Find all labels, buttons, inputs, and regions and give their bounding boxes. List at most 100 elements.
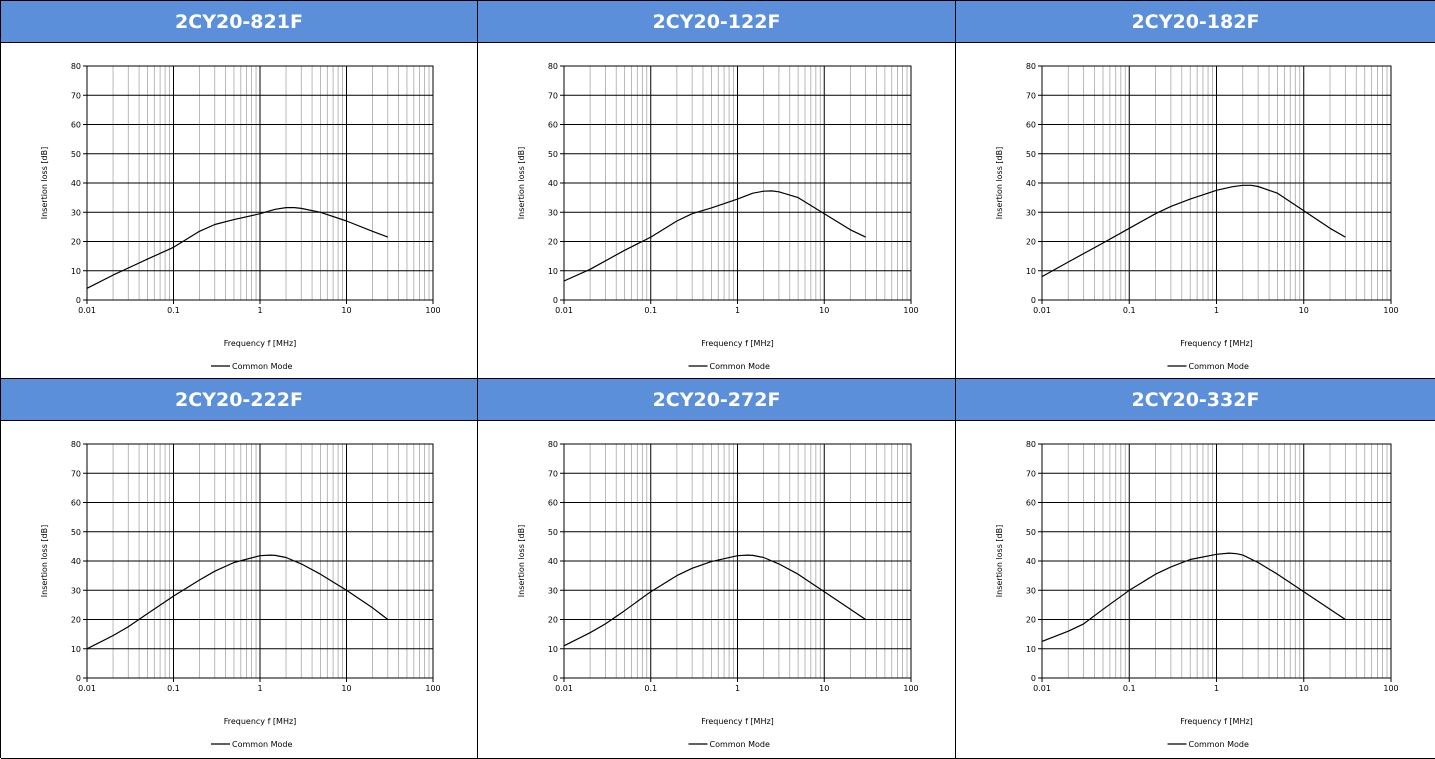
legend: Common Mode (688, 362, 770, 371)
x-tick-label: 0.1 (1123, 684, 1136, 693)
y-tick-label: 30 (548, 586, 558, 595)
chart-title: 2CY20-122F (478, 1, 955, 43)
y-tick-label: 80 (548, 440, 558, 449)
chart-svg: 0 10 20 30 40 50 60 70 80 0.01 0.1 1 10 100 Frequency … (995, 440, 1399, 749)
x-tick-label: 1 (257, 684, 262, 693)
y-tick-label: 50 (71, 528, 81, 537)
chart-title: 2CY20-182F (956, 1, 1435, 43)
x-axis-label: Frequency f [MHz] (701, 717, 774, 726)
y-tick-label: 30 (71, 208, 81, 217)
chart-title: 2CY20-222F (1, 379, 477, 421)
legend: Common Mode (688, 740, 770, 749)
x-tick-label: 0.1 (1123, 306, 1136, 315)
x-tick-label: 1 (735, 306, 740, 315)
chart-svg: 0 10 20 30 40 50 60 70 80 0.01 0.1 1 10 100 Frequency … (40, 62, 441, 371)
x-tick-label: 0.1 (167, 306, 180, 315)
y-tick-label: 80 (1026, 440, 1036, 449)
y-tick-label: 80 (548, 62, 558, 71)
y-tick-label: 50 (548, 528, 558, 537)
x-tick-label: 10 (819, 684, 829, 693)
y-tick-label: 10 (548, 267, 558, 276)
series-line (86, 554, 389, 650)
y-tick-label: 30 (71, 586, 81, 595)
x-tick-label: 100 (903, 306, 918, 315)
x-axis-label: Frequency f [MHz] (224, 339, 297, 348)
y-tick-label: 60 (1026, 121, 1036, 130)
y-tick-label: 80 (71, 62, 81, 71)
y-tick-label: 10 (71, 267, 81, 276)
chart-title: 2CY20-272F (478, 379, 955, 421)
y-tick-label: 50 (1026, 150, 1036, 159)
y-tick-label: 20 (1026, 616, 1036, 625)
x-tick-label: 100 (425, 306, 440, 315)
chart-svg: 0 10 20 30 40 50 60 70 80 0.01 0.1 1 10 100 Frequency … (517, 62, 919, 371)
y-axis-label: Insertion loss [dB] (995, 147, 1004, 219)
series-line (563, 190, 866, 282)
y-tick-label: 0 (1031, 296, 1036, 305)
x-tick-label: 1 (1214, 684, 1219, 693)
x-axis-label: Frequency f [MHz] (1180, 339, 1253, 348)
chart-panel: 2CY20-821F 0 10 20 30 40 50 60 70 80 0.01 0.1 1 10 10… (1, 1, 478, 379)
y-tick-label: 80 (1026, 62, 1036, 71)
y-tick-label: 20 (1026, 238, 1036, 247)
y-tick-label: 60 (71, 121, 81, 130)
x-tick-label: 0.1 (644, 306, 657, 315)
x-tick-label: 10 (1299, 306, 1309, 315)
x-tick-label: 100 (1383, 684, 1398, 693)
legend-label: Common Mode (1189, 362, 1249, 371)
y-tick-label: 40 (548, 557, 558, 566)
chart-title: 2CY20-821F (1, 1, 477, 43)
y-tick-label: 10 (548, 645, 558, 654)
series-line (1041, 552, 1346, 642)
chart-panel: 2CY20-272F 0 10 20 30 40 50 60 70 80 0.01 0.1 1 10 10… (478, 379, 956, 759)
legend: Common Mode (211, 740, 292, 749)
x-tick-label: 0.1 (167, 684, 180, 693)
y-tick-label: 10 (1026, 645, 1036, 654)
series-line (86, 207, 389, 289)
chart-panel: 2CY20-332F 0 10 20 30 40 50 60 70 80 0.01 0.1 1 10 10… (956, 379, 1435, 759)
x-tick-label: 1 (735, 684, 740, 693)
major-gridlines (563, 443, 912, 679)
x-tick-label: 100 (425, 684, 440, 693)
x-tick-label: 1 (1214, 306, 1219, 315)
y-tick-label: 50 (71, 150, 81, 159)
y-tick-label: 70 (548, 469, 558, 478)
x-tick-label: 10 (819, 306, 829, 315)
x-tick-label: 10 (341, 306, 351, 315)
y-tick-label: 40 (71, 179, 81, 188)
y-tick-label: 0 (1031, 674, 1036, 683)
y-tick-label: 30 (1026, 586, 1036, 595)
x-tick-label: 0.01 (555, 684, 573, 693)
y-tick-label: 0 (76, 674, 81, 683)
series-line (563, 554, 866, 647)
y-tick-label: 70 (1026, 91, 1036, 100)
y-tick-label: 70 (548, 91, 558, 100)
major-gridlines (1041, 443, 1392, 679)
y-tick-label: 60 (548, 499, 558, 508)
legend-label: Common Mode (710, 740, 770, 749)
y-tick-label: 50 (548, 150, 558, 159)
y-tick-label: 40 (548, 179, 558, 188)
y-tick-label: 0 (553, 296, 558, 305)
legend: Common Mode (1167, 740, 1249, 749)
y-tick-label: 30 (548, 208, 558, 217)
y-tick-label: 10 (71, 645, 81, 654)
chart-svg: 0 10 20 30 40 50 60 70 80 0.01 0.1 1 10 100 Frequency … (40, 440, 441, 749)
y-tick-label: 80 (71, 440, 81, 449)
chart-panel: 2CY20-182F 0 10 20 30 40 50 60 70 80 0.01 0.1 1 10 10… (956, 1, 1435, 379)
legend-label: Common Mode (232, 362, 292, 371)
y-tick-label: 70 (71, 469, 81, 478)
y-tick-label: 50 (1026, 528, 1036, 537)
y-tick-label: 70 (71, 91, 81, 100)
y-tick-label: 20 (548, 238, 558, 247)
y-tick-label: 20 (548, 616, 558, 625)
x-tick-label: 0.01 (555, 306, 573, 315)
y-axis-label: Insertion loss [dB] (40, 525, 49, 597)
x-tick-label: 1 (257, 306, 262, 315)
chart-title: 2CY20-332F (956, 379, 1435, 421)
y-tick-label: 30 (1026, 208, 1036, 217)
legend-label: Common Mode (1189, 740, 1249, 749)
x-tick-label: 10 (341, 684, 351, 693)
x-axis-label: Frequency f [MHz] (224, 717, 297, 726)
